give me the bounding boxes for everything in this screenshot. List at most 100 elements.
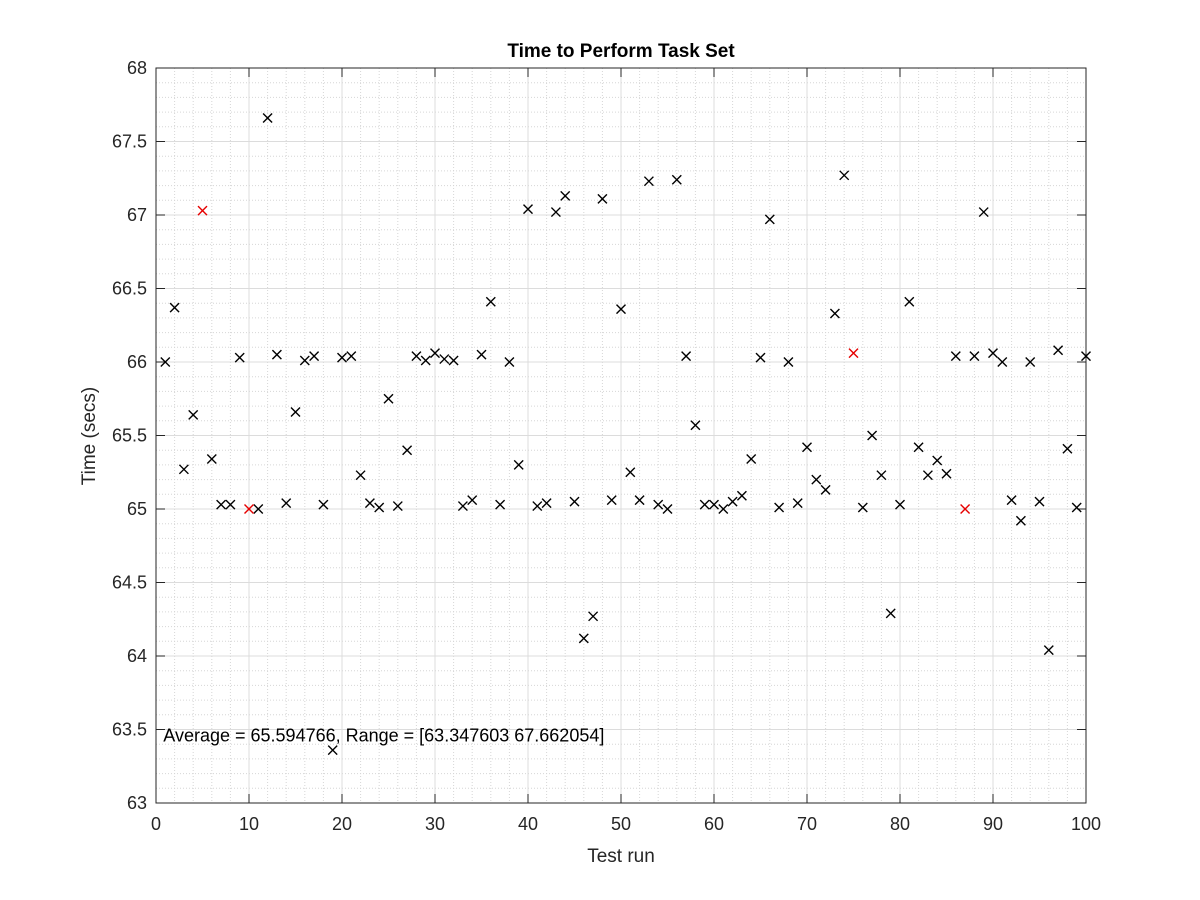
data-point (839, 170, 850, 181)
data-point (755, 352, 766, 363)
y-tick-label: 66 (127, 352, 147, 372)
x-tick-labels: 0 10 20 30 40 50 60 70 80 90 100 (151, 814, 1101, 834)
data-markers (160, 112, 1091, 756)
data-point (392, 501, 403, 512)
data-point (774, 502, 785, 513)
data-point (950, 351, 961, 362)
x-tick-label: 70 (797, 814, 817, 834)
y-tick-label: 66.5 (112, 279, 147, 299)
y-tick-label: 67 (127, 205, 147, 225)
x-tick-label: 30 (425, 814, 445, 834)
data-point (802, 442, 812, 453)
data-point (829, 308, 840, 319)
x-tick-label: 10 (239, 814, 259, 834)
y-tick-label: 64.5 (112, 573, 147, 593)
data-point (476, 349, 487, 360)
data-point (299, 355, 310, 366)
data-point (234, 352, 245, 363)
data-point (606, 495, 617, 506)
data-point (736, 490, 747, 501)
data-point (337, 352, 347, 363)
x-tick-label: 60 (704, 814, 724, 834)
data-point (625, 467, 636, 478)
data-point (643, 176, 654, 187)
data-point (848, 348, 859, 359)
data-point (699, 499, 710, 510)
data-point (523, 204, 533, 215)
y-tick-labels: 63 63.5 64 64.5 65 65.5 66 66.5 67 67.5 68 (112, 58, 147, 813)
data-point (681, 351, 692, 362)
data-point (764, 214, 775, 225)
data-point (216, 499, 227, 510)
y-tick-label: 65 (127, 499, 147, 519)
data-point (718, 504, 729, 514)
data-point (783, 357, 794, 367)
data-point (941, 468, 952, 479)
data-point (904, 296, 915, 307)
x-tick-label: 40 (518, 814, 538, 834)
y-tick-label: 65.5 (112, 426, 147, 446)
data-point (225, 499, 236, 510)
data-point (532, 501, 543, 512)
data-point (932, 455, 943, 466)
y-axis-label: Time (secs) (79, 387, 100, 486)
data-point (792, 498, 803, 509)
data-point (560, 190, 571, 201)
data-point (178, 464, 189, 475)
summary-annotation: Average = 65.594766, Range = [63.347603 … (163, 725, 604, 745)
data-point (1043, 645, 1054, 656)
data-point (960, 504, 971, 514)
data-point (746, 454, 757, 465)
x-tick-label: 90 (983, 814, 1003, 834)
data-point (197, 205, 208, 216)
data-point (997, 357, 1008, 367)
data-point (820, 484, 831, 495)
data-point (206, 454, 217, 465)
x-tick-label: 20 (332, 814, 352, 834)
data-point (550, 207, 561, 218)
chart-title: Time to Perform Task Set (507, 41, 735, 62)
data-point (1071, 502, 1082, 513)
data-point (1081, 351, 1091, 362)
data-point (1053, 345, 1064, 356)
data-point (913, 442, 924, 453)
data-point (922, 470, 933, 481)
data-point (430, 348, 440, 359)
data-point (1015, 515, 1026, 526)
data-point (969, 351, 980, 362)
data-point (988, 348, 998, 359)
data-point (653, 499, 664, 510)
data-point (402, 445, 413, 456)
data-point (867, 430, 878, 441)
data-point (662, 504, 673, 514)
x-tick-label: 50 (611, 814, 631, 834)
y-tick-label: 63 (127, 793, 147, 813)
data-point (318, 499, 329, 510)
x-tick-label: 100 (1071, 814, 1101, 834)
data-point (709, 499, 719, 510)
data-point (513, 459, 524, 470)
data-point (1034, 496, 1045, 507)
data-point (1025, 357, 1036, 367)
data-point (457, 501, 468, 512)
data-point (244, 504, 254, 514)
data-point (885, 608, 896, 619)
data-point (374, 502, 385, 513)
data-point (420, 355, 431, 366)
x-tick-label: 0 (151, 814, 161, 834)
data-point (355, 470, 366, 481)
data-point (504, 357, 515, 367)
data-point (411, 351, 422, 362)
data-point (439, 354, 450, 365)
data-point (727, 496, 738, 507)
data-point (485, 296, 496, 307)
data-point (690, 420, 701, 431)
data-point (309, 351, 320, 362)
y-tick-label: 68 (127, 58, 147, 78)
x-tick-label: 80 (890, 814, 910, 834)
data-point (597, 193, 608, 204)
data-point (169, 302, 180, 313)
data-point (253, 504, 264, 514)
data-point (634, 495, 645, 506)
